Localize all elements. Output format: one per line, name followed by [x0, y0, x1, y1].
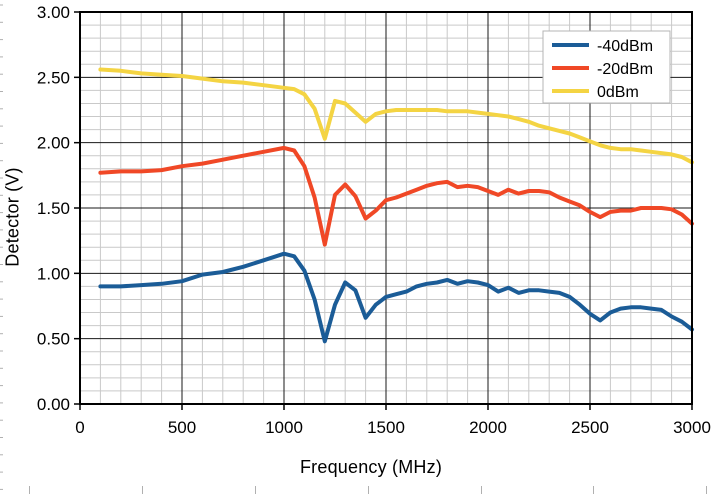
- y-tick-label: 0.50: [37, 330, 70, 349]
- legend-label: 0dBm: [597, 84, 639, 101]
- series-line-neg20dbm: [98, 145, 694, 247]
- x-axis-title: Frequency (MHz): [299, 457, 443, 477]
- y-tick-label: 3.00: [37, 3, 70, 22]
- x-tick-label: 2500: [571, 418, 609, 437]
- x-tick-label: 3000: [673, 418, 711, 437]
- x-tick-label: 0: [75, 418, 84, 437]
- x-tick-label: 2000: [469, 418, 507, 437]
- y-tick-label: 1.00: [37, 264, 70, 283]
- series-line-0dbm: [98, 67, 694, 165]
- x-tick-label: 1000: [265, 418, 303, 437]
- x-tick-label: 1500: [367, 418, 405, 437]
- legend-label: -40dBm: [597, 38, 653, 55]
- x-tick-label: 500: [168, 418, 196, 437]
- y-axis-title: Detector (V): [2, 167, 23, 267]
- legend-label: -20dBm: [597, 61, 653, 78]
- y-tick-label: 2.50: [37, 68, 70, 87]
- y-tick-label: 1.50: [37, 199, 70, 218]
- series-line-neg40dbm: [98, 251, 694, 344]
- y-tick-label: 2.00: [37, 134, 70, 153]
- y-tick-label: 0.00: [37, 395, 70, 414]
